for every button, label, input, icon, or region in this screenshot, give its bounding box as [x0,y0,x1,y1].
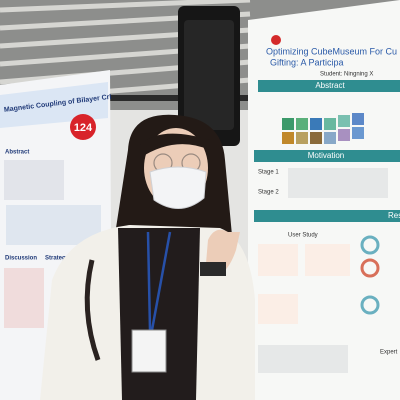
table-figure [258,345,348,373]
subsection-heading: Expert [380,350,398,356]
section-heading: Discussion [5,256,37,262]
bar-figure [258,294,298,324]
tile [282,132,294,144]
stage-label: Stage 2 [258,190,279,196]
section-heading: Abstract [315,81,345,90]
tile [296,118,308,130]
poster-number: 124 [74,122,93,134]
cardigan-trim [84,259,101,361]
ring-figure [360,258,380,278]
name-badge [131,329,167,373]
bar-figure [305,244,350,276]
ring-figure [360,235,380,255]
section-bar [258,80,400,92]
tile [352,127,364,139]
poster-title: Optimizing CubeMuseum For Cu [266,46,397,56]
lanyard [146,231,172,331]
poster-number-badge [70,114,96,140]
poster-title: Gifting: A Participa [270,57,344,67]
text-block [4,160,64,200]
stage-label: Stage 1 [258,170,279,176]
section-bar [254,210,400,222]
text-block [288,168,388,198]
section-heading: Motivation [308,151,344,160]
bar-figure [258,244,298,276]
bangs [140,133,210,158]
tile [324,118,336,130]
tile [338,129,350,141]
dark-top [118,228,200,400]
ceiling-slats [0,0,251,103]
section-heading: Strategy [45,256,70,262]
tile [352,113,364,125]
person [40,114,255,400]
tile [296,132,308,144]
molecule-figure [4,268,44,328]
figure [6,205,101,245]
section-bar [254,150,400,162]
section-heading: Res [388,211,400,220]
tile [282,118,294,130]
tile [338,115,350,127]
tile [324,132,336,144]
tile [310,132,322,144]
face-mask [149,166,207,209]
ring-figure [360,295,380,315]
color-grid [282,113,364,144]
poster-author: Student: Ningning X [320,72,373,78]
subsection-heading: User Study [288,233,318,239]
section-heading: Abstract [5,150,29,156]
heart-icon [271,35,281,45]
right-poster: Optimizing CubeMuseum For Cu Gifting: A … [248,0,400,400]
speaker-grille [184,20,234,130]
sleeve-cuff [200,262,226,276]
tile [310,118,322,130]
